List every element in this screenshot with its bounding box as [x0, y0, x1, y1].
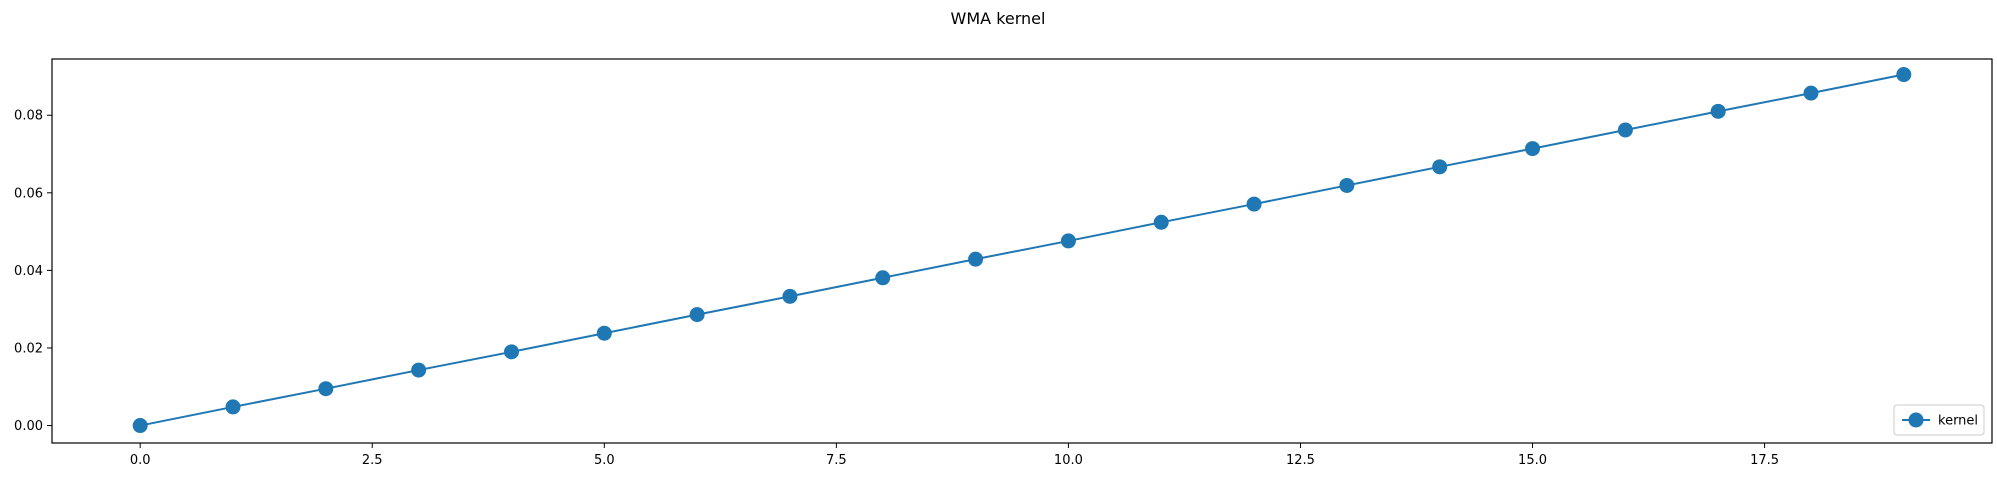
y-tick-label: 0.00	[14, 419, 43, 434]
data-point	[1803, 85, 1819, 101]
legend-label: kernel	[1938, 414, 1978, 429]
data-point	[132, 418, 148, 434]
data-point	[689, 307, 705, 323]
data-point	[1896, 67, 1912, 83]
x-tick-label: 2.5	[362, 453, 383, 468]
data-point	[1246, 196, 1262, 212]
data-point	[225, 399, 241, 415]
data-point	[503, 344, 519, 360]
data-point	[1153, 214, 1169, 230]
x-tick-label: 12.5	[1286, 453, 1315, 468]
x-tick-label: 10.0	[1054, 453, 1083, 468]
x-tick-label: 15.0	[1518, 453, 1547, 468]
x-tick-label: 0.0	[130, 453, 151, 468]
y-tick-label: 0.04	[14, 264, 43, 279]
x-tick-label: 17.5	[1750, 453, 1779, 468]
data-point	[1432, 159, 1448, 175]
chart-title: WMA kernel	[951, 9, 1046, 28]
data-point	[968, 251, 984, 267]
y-tick-label: 0.02	[14, 341, 43, 356]
axes: 0.0 2.5 5.0 7.5 10.0 12.5 15.0 17.5 0.00 0.02 0.04…	[14, 58, 1993, 468]
data-point	[1339, 177, 1355, 193]
legend-marker-swatch	[1908, 412, 1924, 428]
legend-box	[1893, 404, 1985, 436]
data-point	[411, 362, 427, 378]
series-line-kernel	[139, 73, 1905, 427]
legend: kernel	[1893, 404, 1985, 436]
data-point	[1525, 141, 1541, 157]
data-point	[318, 381, 334, 397]
data-point	[1710, 103, 1726, 119]
y-tick-label: 0.08	[14, 109, 43, 124]
data-point	[596, 325, 612, 341]
y-tick-label: 0.06	[14, 186, 43, 201]
plot-area	[132, 67, 1912, 434]
x-tick-label: 5.0	[594, 453, 615, 468]
axes-frame	[51, 58, 1993, 444]
data-point	[875, 270, 891, 286]
x-tick-label: 7.5	[826, 453, 847, 468]
data-point	[1617, 122, 1633, 138]
data-point	[782, 288, 798, 304]
data-point	[1060, 233, 1076, 249]
